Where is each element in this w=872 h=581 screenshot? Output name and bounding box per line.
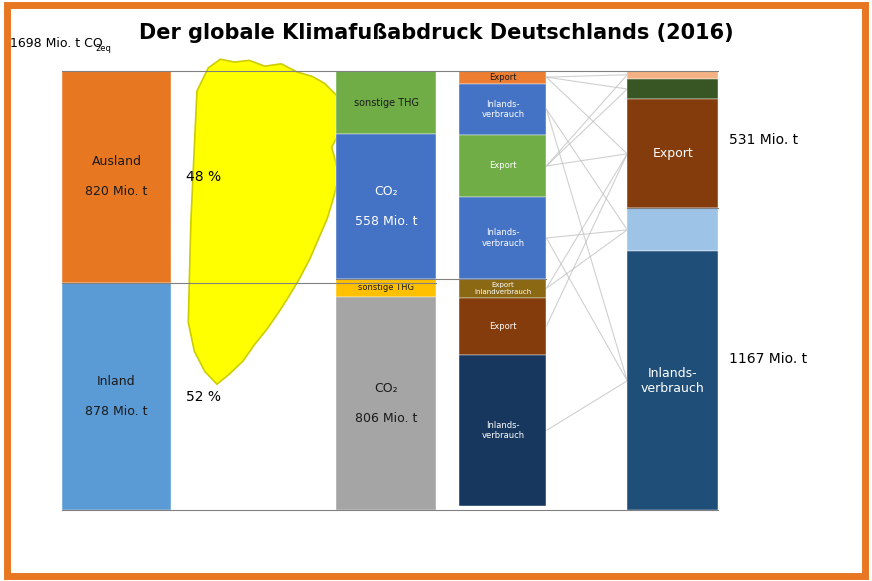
- FancyBboxPatch shape: [336, 297, 436, 510]
- Text: Inlands-
verbrauch: Inlands- verbrauch: [481, 99, 524, 119]
- FancyBboxPatch shape: [460, 84, 547, 135]
- Text: 2eq: 2eq: [95, 44, 111, 53]
- Text: Export: Export: [489, 162, 517, 170]
- FancyBboxPatch shape: [627, 99, 719, 209]
- Text: Export: Export: [489, 322, 517, 331]
- FancyBboxPatch shape: [460, 355, 547, 506]
- FancyBboxPatch shape: [460, 297, 547, 355]
- Text: CO₂

558 Mio. t: CO₂ 558 Mio. t: [355, 185, 418, 228]
- Text: Export
Inlandverbrauch: Export Inlandverbrauch: [474, 282, 532, 295]
- FancyBboxPatch shape: [460, 71, 547, 84]
- FancyBboxPatch shape: [336, 279, 436, 297]
- Polygon shape: [188, 59, 344, 384]
- Text: 1167 Mio. t: 1167 Mio. t: [729, 352, 807, 366]
- FancyBboxPatch shape: [62, 71, 171, 283]
- Text: 531 Mio. t: 531 Mio. t: [729, 132, 798, 146]
- FancyBboxPatch shape: [627, 252, 719, 510]
- FancyBboxPatch shape: [460, 135, 547, 197]
- FancyBboxPatch shape: [460, 279, 547, 297]
- Text: Inland

878 Mio. t: Inland 878 Mio. t: [85, 375, 148, 418]
- Text: Ausland

820 Mio. t: Ausland 820 Mio. t: [85, 155, 147, 198]
- Text: sonstige THG: sonstige THG: [353, 98, 419, 107]
- Text: Der globale Klimafußabdruck Deutschlands (2016): Der globale Klimafußabdruck Deutschlands…: [139, 23, 733, 43]
- Text: 1698 Mio. t CO: 1698 Mio. t CO: [10, 37, 103, 49]
- FancyBboxPatch shape: [627, 71, 719, 78]
- Text: 48 %: 48 %: [187, 170, 221, 184]
- Text: 52 %: 52 %: [187, 390, 221, 404]
- FancyBboxPatch shape: [627, 209, 719, 252]
- Text: Export: Export: [652, 148, 693, 160]
- Text: Inlands-
verbrauch: Inlands- verbrauch: [641, 367, 705, 395]
- Text: Inlands-
verbrauch: Inlands- verbrauch: [481, 228, 524, 248]
- Text: Inlands-
verbrauch: Inlands- verbrauch: [481, 421, 524, 440]
- FancyBboxPatch shape: [336, 134, 436, 279]
- FancyBboxPatch shape: [336, 71, 436, 134]
- FancyBboxPatch shape: [62, 283, 171, 510]
- FancyBboxPatch shape: [460, 197, 547, 279]
- Text: sonstige THG: sonstige THG: [358, 284, 414, 292]
- Text: Export: Export: [489, 73, 517, 82]
- Text: CO₂

806 Mio. t: CO₂ 806 Mio. t: [355, 382, 417, 425]
- FancyBboxPatch shape: [627, 78, 719, 99]
